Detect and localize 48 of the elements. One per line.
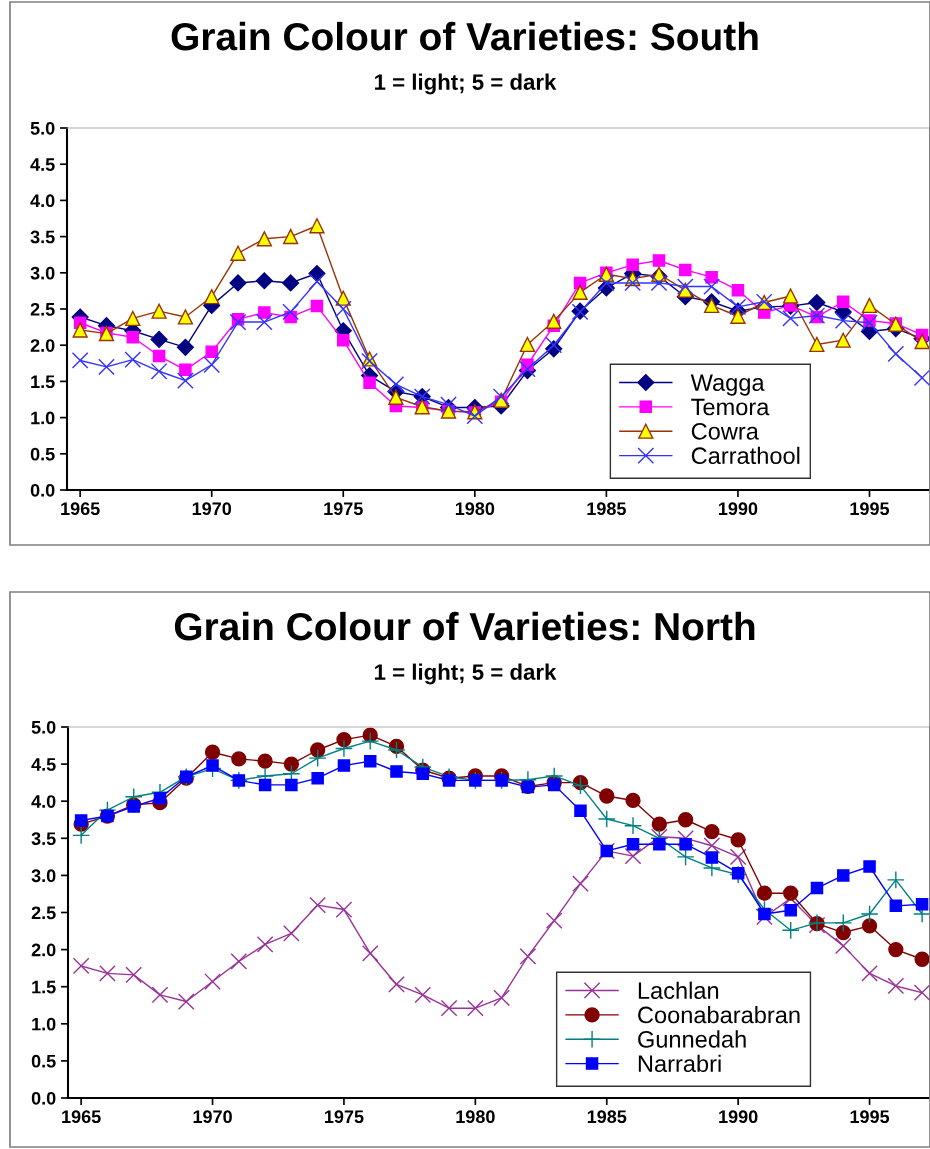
y-tick-label: 0.0: [31, 1091, 56, 1105]
legend-label: Cowra: [691, 422, 759, 440]
legend-label: Gunnedah: [638, 1030, 746, 1048]
y-tick-label: 2.0: [30, 339, 55, 352]
y-tick-label: 2.5: [30, 302, 55, 316]
y-tick-label: 3.0: [31, 869, 56, 883]
legend-label: Coonabarabran: [638, 1006, 800, 1024]
y-tick-label: 5.0: [30, 121, 55, 135]
y-tick-label: 0.0: [30, 483, 55, 497]
y-tick-label: 1.5: [32, 980, 56, 994]
x-tick-label: 1980: [456, 1110, 495, 1124]
y-tick-label: 4.0: [31, 795, 56, 808]
y-tick-label: 3.5: [30, 230, 55, 244]
y-tick-label: 4.5: [31, 758, 56, 771]
y-tick-label: 1.5: [31, 375, 55, 389]
legend-label: Temora: [691, 398, 770, 416]
chart-title: Grain Colour of Varieties: North: [174, 611, 755, 641]
x-tick-label: 1990: [719, 1110, 758, 1124]
x-tick-label: 1975: [325, 1110, 364, 1124]
y-tick-label: 2.0: [31, 943, 56, 957]
legend-label: Narrabri: [638, 1054, 721, 1073]
y-tick-label: 0.5: [31, 1054, 56, 1068]
legend-label: Wagga: [690, 374, 765, 396]
x-tick-label: 1970: [193, 1110, 232, 1124]
y-tick-label: 3.5: [31, 832, 56, 846]
x-tick-label: 1995: [850, 502, 890, 516]
y-tick-label: 4.5: [30, 158, 55, 171]
x-tick-label: 1990: [718, 502, 758, 516]
y-tick-label: 4.0: [30, 194, 55, 208]
x-tick-label: 1985: [587, 502, 626, 516]
x-tick-label: 1970: [192, 502, 232, 516]
y-tick-label: 2.5: [31, 906, 56, 920]
y-tick-label: 0.5: [30, 447, 55, 461]
chart-subtitle: 1 = light; 5 = dark: [375, 663, 557, 685]
y-tick-label: 3.0: [30, 266, 55, 280]
x-tick-label: 1995: [850, 1110, 890, 1124]
y-tick-label: 1.0: [32, 1017, 56, 1031]
x-tick-label: 1975: [324, 502, 363, 516]
x-tick-label: 1985: [587, 1110, 627, 1124]
x-tick-label: 1965: [61, 502, 100, 516]
y-tick-label: 5.0: [31, 720, 56, 734]
chart-title: Grain Colour of Varieties: South: [171, 21, 758, 51]
legend-label: Lachlan: [638, 981, 719, 999]
x-tick-label: 1965: [62, 1110, 101, 1124]
y-tick-label: 1.0: [31, 411, 55, 425]
chart-subtitle: 1 = light; 5 = dark: [375, 73, 557, 95]
legend-label: Carrathool: [691, 446, 800, 465]
x-tick-label: 1980: [455, 502, 495, 516]
